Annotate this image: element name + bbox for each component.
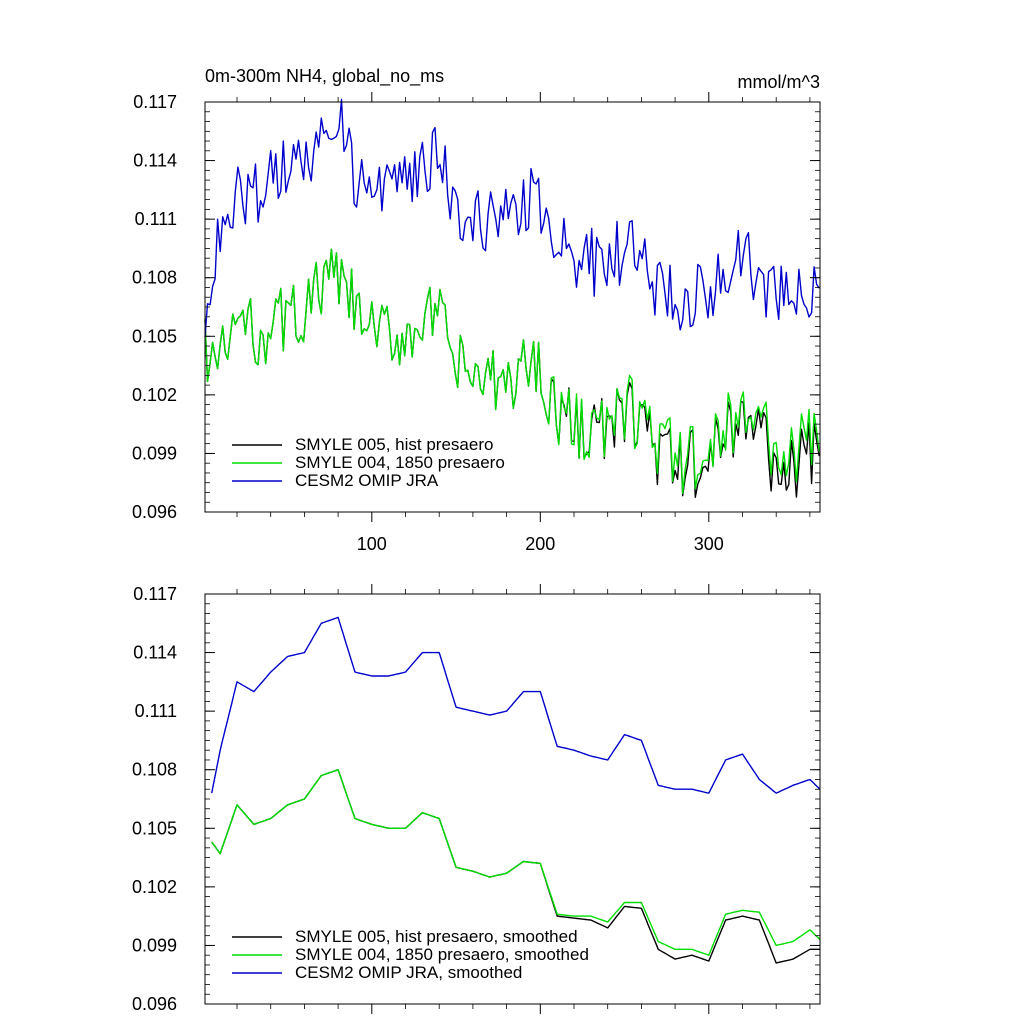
y-tick-label: 0.111 xyxy=(135,701,177,721)
legend: SMYLE 005, hist presaero, smoothedSMYLE … xyxy=(232,927,589,982)
y-tick-label: 0.117 xyxy=(133,584,177,604)
y-tick-label: 0.114 xyxy=(133,151,177,171)
series-line-2 xyxy=(211,616,821,794)
legend-entry: CESM2 OMIP JRA xyxy=(295,471,439,490)
chart-top-panel: 0.096 0.099 0.102 0.105 0.108 0.111 0.114 0.117… xyxy=(132,66,821,554)
y-tick-label: 0.111 xyxy=(135,209,177,229)
legend-entry: SMYLE 005, hist presaero, smoothed xyxy=(295,927,578,946)
y-tick-label: 0.096 xyxy=(132,994,177,1014)
units-label: mmol/m^3 xyxy=(738,72,820,92)
y-tick-label: 0.117 xyxy=(133,92,177,112)
series-line-2 xyxy=(204,98,820,338)
x-tick-label: 200 xyxy=(525,534,555,554)
chart-bottom-panel: 0.096 0.099 0.102 0.105 0.108 0.111 0.114 0.117… xyxy=(132,584,821,1014)
legend-entry: SMYLE 004, 1850 presaero, smoothed xyxy=(295,945,589,964)
x-tick-label: 300 xyxy=(694,534,724,554)
y-tick-label: 0.096 xyxy=(132,502,177,522)
y-tick-label: 0.114 xyxy=(133,643,177,663)
x-tick-label: 100 xyxy=(357,534,387,554)
chart-title: 0m-300m NH4, global_no_ms xyxy=(205,66,444,87)
y-tick-label: 0.099 xyxy=(132,443,177,463)
y-tick-label: 0.105 xyxy=(132,326,177,346)
y-tick-label: 0.108 xyxy=(132,268,177,288)
y-tick-label: 0.105 xyxy=(132,818,177,838)
y-tick-label: 0.108 xyxy=(132,760,177,780)
legend-entry: SMYLE 005, hist presaero xyxy=(295,435,493,454)
series-line-1 xyxy=(211,769,821,956)
legend-entry: SMYLE 004, 1850 presaero xyxy=(295,453,505,472)
y-tick-label: 0.102 xyxy=(132,877,177,897)
y-tick-label: 0.102 xyxy=(132,385,177,405)
y-tick-label: 0.099 xyxy=(132,935,177,955)
series-line-1 xyxy=(204,248,820,494)
legend-entry: CESM2 OMIP JRA, smoothed xyxy=(295,963,522,982)
